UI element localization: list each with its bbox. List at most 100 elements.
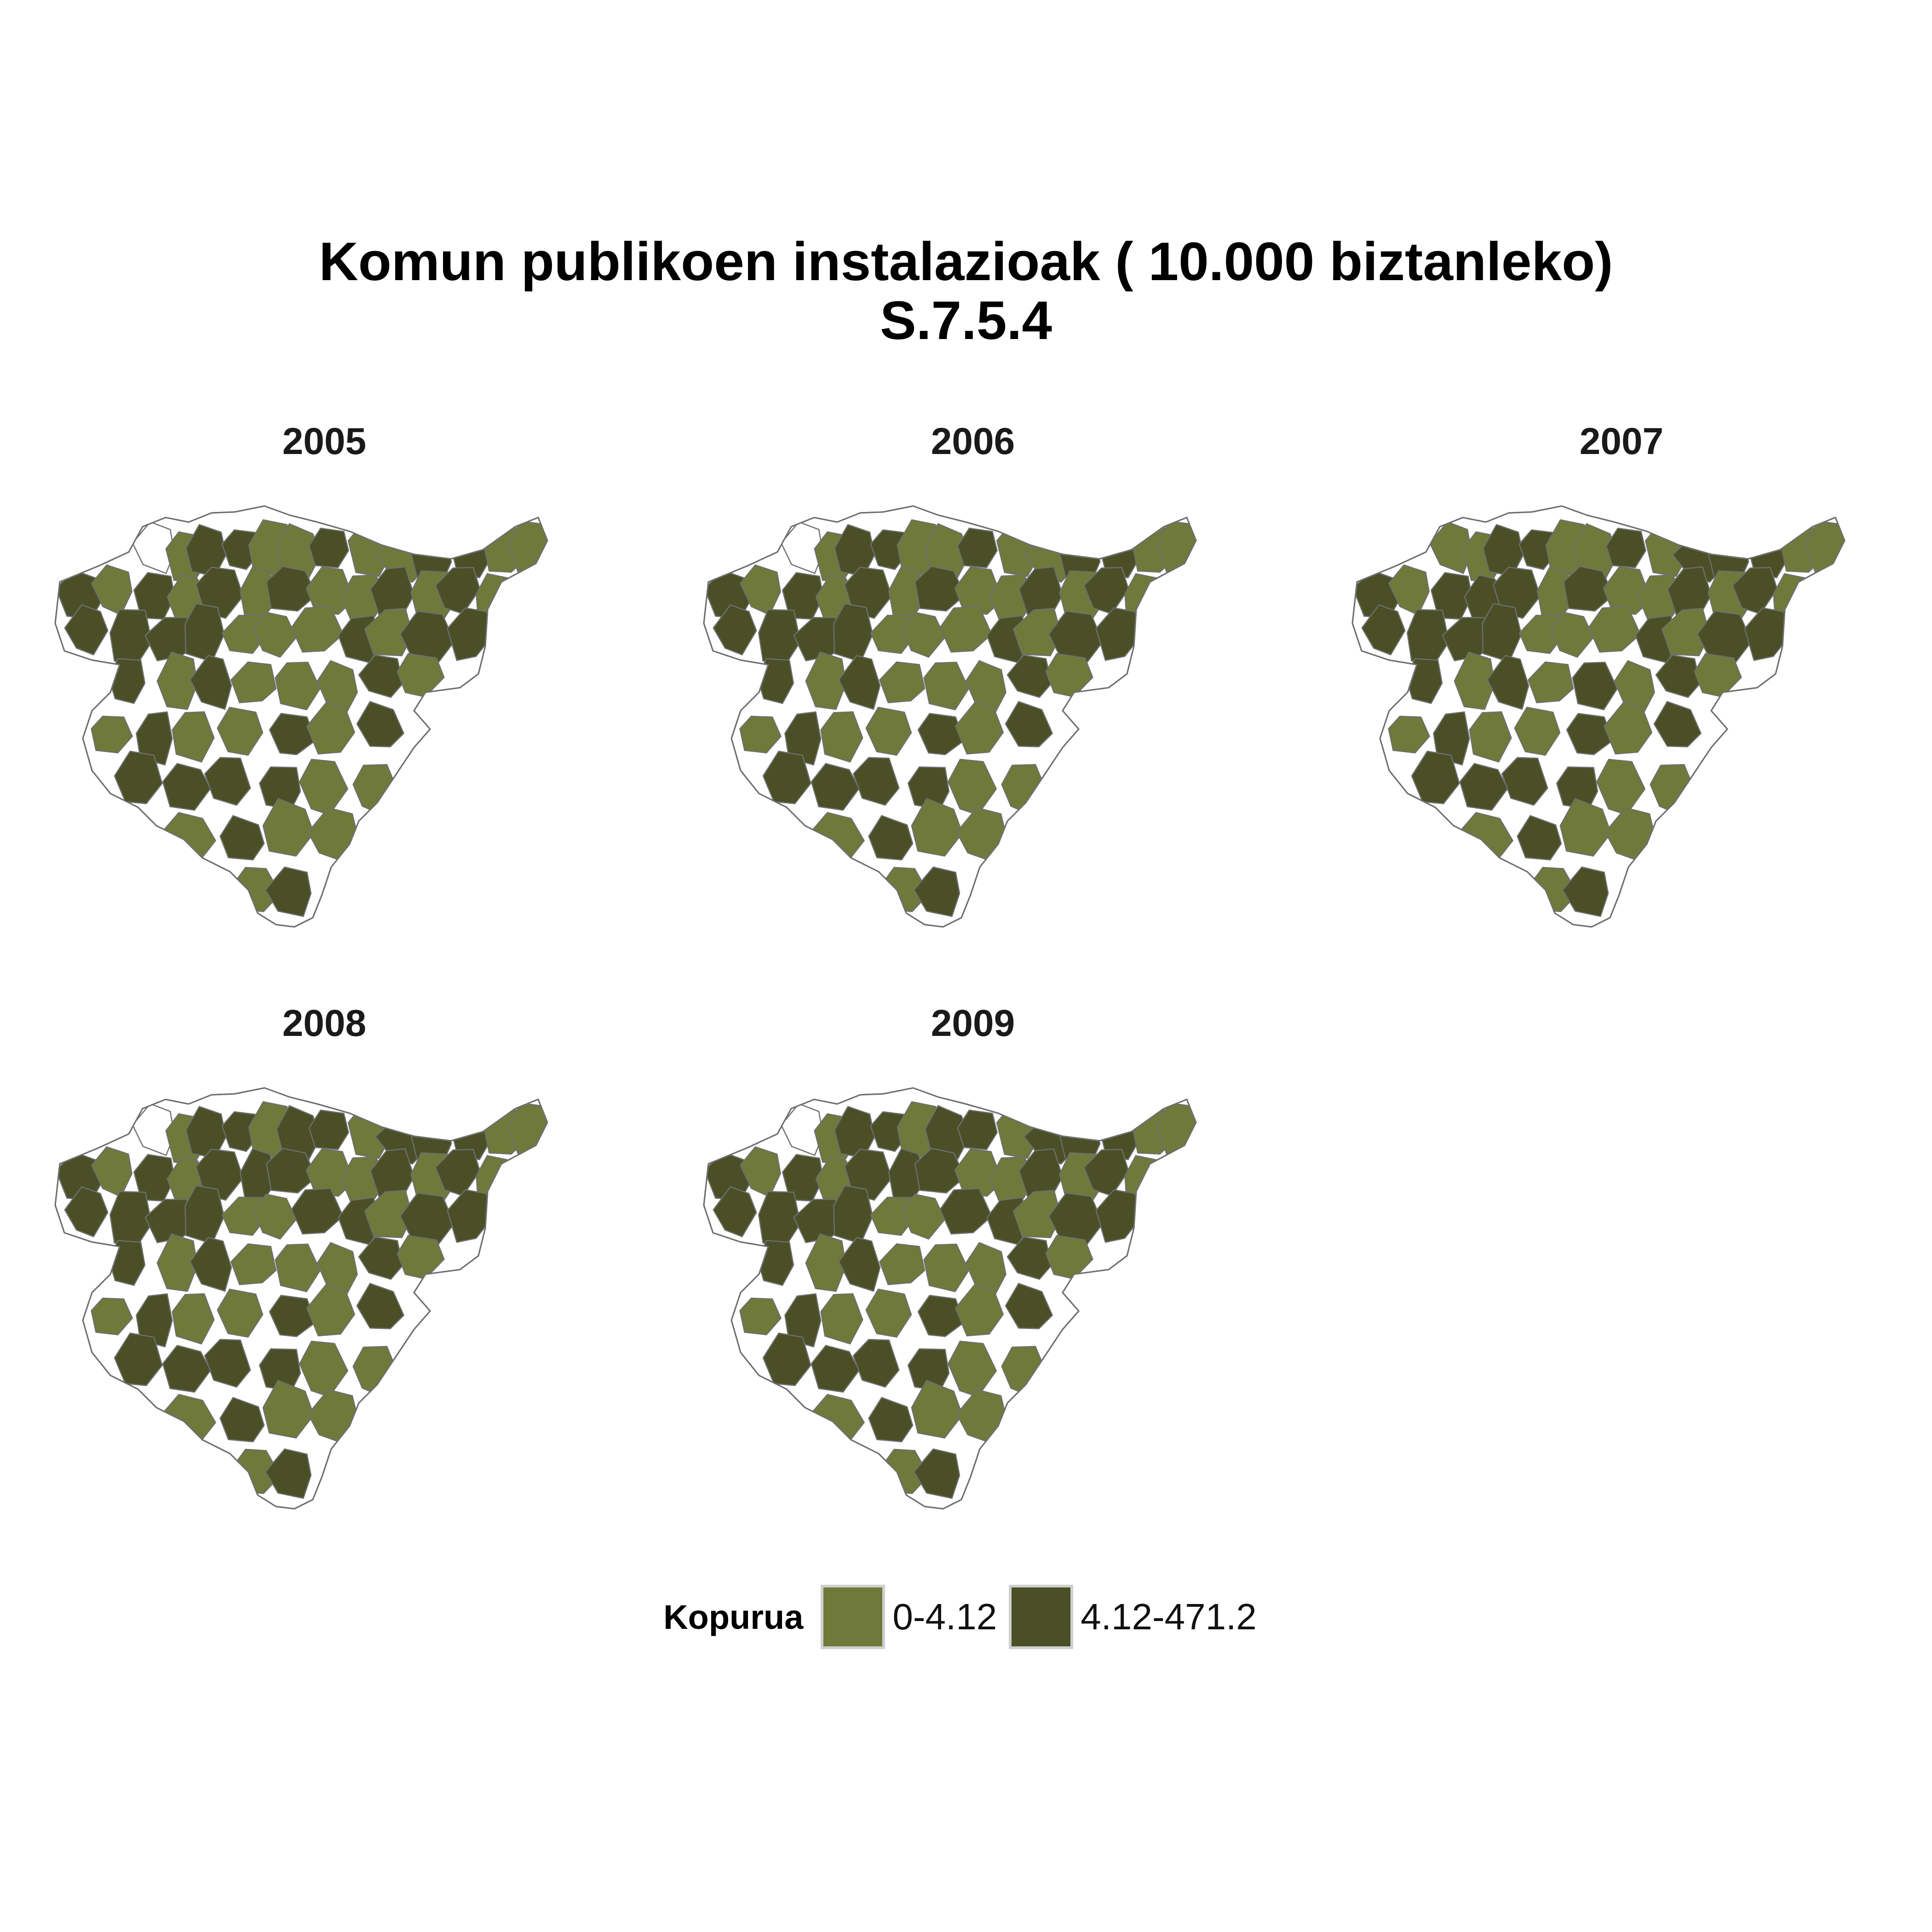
- municipality-region: [1653, 701, 1702, 748]
- municipality-region: [1454, 651, 1495, 710]
- municipality-region: [811, 763, 860, 811]
- municipality-region: [954, 1282, 1004, 1337]
- municipality-region: [762, 1332, 811, 1386]
- chart-title: Komun publikoen instalazioak ( 10.000 bi…: [0, 232, 1932, 350]
- municipality-region: [1527, 661, 1574, 703]
- municipality-region: [204, 1339, 251, 1388]
- municipality-region: [762, 750, 811, 805]
- municipality-region: [217, 1288, 264, 1338]
- panel-title: 2007: [1579, 420, 1664, 462]
- legend-title: Kopurua: [663, 1598, 804, 1636]
- choropleth-map: [1351, 505, 1846, 928]
- municipality-region: [364, 1190, 414, 1238]
- municipality-region: [253, 611, 297, 658]
- municipality-region: [262, 1380, 315, 1439]
- territory-border: [703, 1087, 1197, 1510]
- municipality-region: [447, 1189, 495, 1243]
- municipality-region: [91, 715, 133, 753]
- municipality-region: [265, 1147, 317, 1194]
- municipality-region: [308, 528, 350, 569]
- municipality-region: [1605, 528, 1647, 569]
- municipality-region: [820, 711, 863, 763]
- municipality-region: [879, 1243, 926, 1285]
- municipality-region: [189, 1236, 232, 1292]
- municipality-region: [1012, 1190, 1062, 1238]
- municipality-region: [1563, 565, 1614, 612]
- municipality-region: [954, 701, 1004, 755]
- municipality-regions: [704, 519, 1196, 917]
- municipality-region: [1517, 815, 1562, 861]
- municipality-region: [217, 707, 264, 756]
- municipality-region: [136, 711, 173, 766]
- choropleth-map: [54, 505, 548, 928]
- municipality-region: [447, 607, 495, 661]
- municipality-region: [230, 1243, 277, 1285]
- territory-border: [703, 505, 1197, 928]
- municipality-region: [1655, 654, 1701, 698]
- municipality-region: [1095, 607, 1144, 661]
- municipality-region: [805, 651, 847, 710]
- municipality-region: [305, 566, 355, 615]
- municipality-region: [957, 528, 998, 569]
- municipality-region: [306, 701, 356, 755]
- territory-border: [54, 1087, 548, 1510]
- municipality-region: [957, 1110, 998, 1150]
- municipality-region: [914, 1147, 966, 1194]
- municipality-region: [913, 866, 960, 917]
- municipality-region: [879, 661, 926, 703]
- municipality-region: [811, 1345, 860, 1393]
- municipality-region: [954, 566, 1003, 615]
- municipality-region: [739, 715, 782, 753]
- municipality-region: [64, 604, 109, 656]
- municipality-region: [1459, 763, 1509, 811]
- municipality-region: [939, 606, 993, 653]
- municipality-region: [114, 1332, 163, 1386]
- municipality-region: [356, 1282, 405, 1329]
- municipality-region: [1603, 566, 1652, 615]
- municipality-region: [262, 798, 315, 857]
- choropleth-map: [54, 1087, 548, 1510]
- municipality-region: [162, 763, 212, 811]
- municipality-region: [923, 661, 970, 711]
- municipality-region: [868, 815, 914, 861]
- municipality-region: [1095, 1189, 1144, 1243]
- municipality-region: [820, 1293, 863, 1345]
- legend-key-high: [1009, 1585, 1074, 1649]
- municipality-region: [308, 1110, 350, 1150]
- municipality-region: [902, 611, 946, 658]
- choropleth-map: [703, 1087, 1197, 1510]
- panel-title: 2006: [931, 420, 1015, 462]
- municipality-region: [1562, 866, 1609, 917]
- municipality-region: [1559, 798, 1612, 857]
- municipality-region: [713, 1186, 757, 1237]
- panel-title: 2008: [282, 1002, 367, 1044]
- municipality-region: [358, 654, 403, 698]
- municipality-region: [1603, 701, 1653, 755]
- municipality-region: [1501, 757, 1548, 806]
- municipality-region: [219, 815, 265, 861]
- municipality-region: [275, 1243, 321, 1293]
- municipality-region: [911, 1380, 963, 1439]
- municipality-region: [784, 711, 822, 766]
- panel-title: 2005: [282, 420, 367, 462]
- municipality-region: [1514, 707, 1561, 756]
- municipality-region: [1388, 715, 1431, 753]
- chart-title-line1: Komun publikoen instalazioak ( 10.000 bi…: [319, 231, 1613, 292]
- municipality-region: [713, 604, 757, 656]
- map-panel-2005: 2005: [0, 421, 649, 964]
- municipality-region: [269, 713, 316, 755]
- legend-label-low: 0-4.12: [892, 1596, 997, 1637]
- territory-border: [1351, 505, 1846, 928]
- municipality-region: [865, 1288, 912, 1338]
- municipality-region: [805, 1233, 847, 1292]
- municipality-region: [356, 701, 405, 748]
- municipality-region: [939, 1188, 993, 1235]
- municipality-region: [902, 1193, 946, 1240]
- municipality-region: [913, 1448, 960, 1499]
- municipality-region: [911, 798, 963, 857]
- municipality-region: [114, 750, 163, 805]
- map-panel-2006: 2006: [649, 421, 1297, 964]
- municipality-region: [1005, 1282, 1053, 1329]
- panel-title: 2009: [931, 1002, 1015, 1044]
- municipality-region: [1361, 604, 1406, 656]
